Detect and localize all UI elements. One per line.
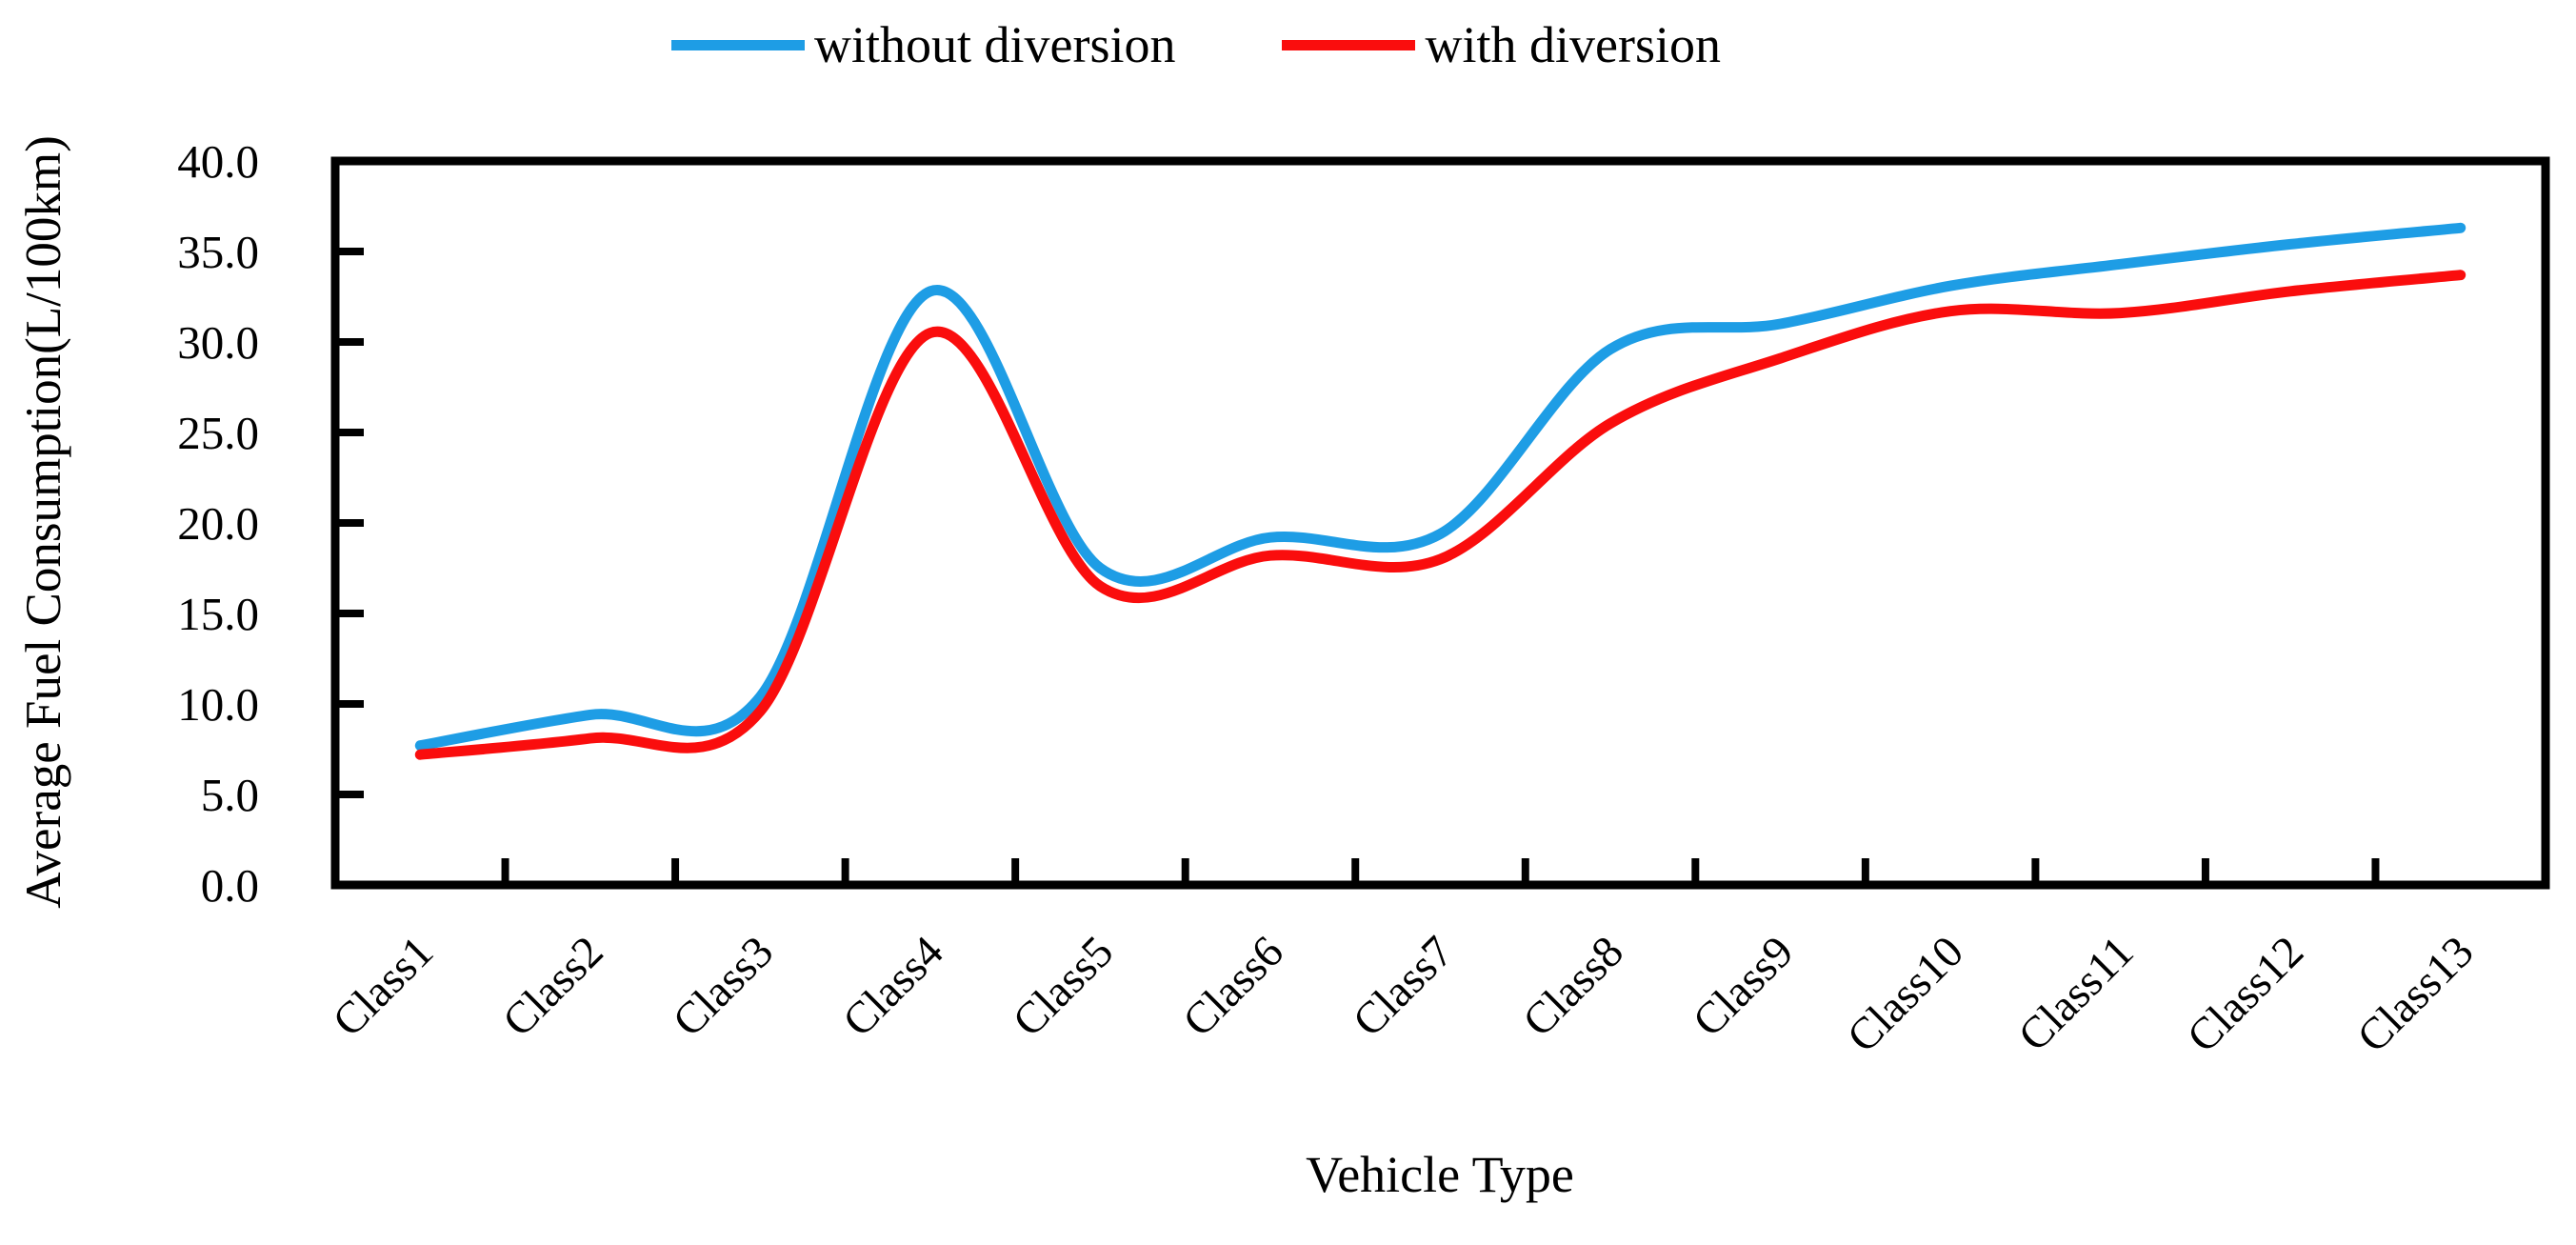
x-axis-tick bbox=[841, 858, 849, 881]
legend-line-swatch-red bbox=[1282, 39, 1416, 50]
x-axis-tick bbox=[2031, 858, 2040, 881]
y-axis-tick bbox=[339, 519, 364, 527]
y-tick-label: 15.0 bbox=[177, 588, 259, 640]
x-tick-label: Class7 bbox=[1344, 927, 1463, 1046]
x-tick-label: Class1 bbox=[324, 927, 443, 1046]
x-tick-label: Class4 bbox=[833, 927, 952, 1046]
y-tick-label: 35.0 bbox=[177, 226, 259, 278]
plot-border bbox=[330, 156, 2550, 890]
y-tick-label: 25.0 bbox=[177, 407, 259, 459]
y-axis-tick bbox=[339, 791, 364, 798]
legend-label: with diversion bbox=[1425, 16, 1721, 73]
x-tick-label: Class13 bbox=[2347, 927, 2483, 1062]
x-axis-tick bbox=[501, 858, 509, 881]
x-tick-label: Class6 bbox=[1173, 927, 1292, 1046]
y-tick-label: 20.0 bbox=[177, 497, 259, 550]
y-axis-tick bbox=[339, 429, 364, 436]
x-tick-label: Class12 bbox=[2178, 927, 2313, 1062]
x-axis-title: Vehicle Type bbox=[1306, 1146, 1574, 1203]
x-axis-tick bbox=[1521, 858, 1529, 881]
series-line-without-diversion bbox=[414, 222, 2466, 752]
x-tick-label: Class8 bbox=[1513, 927, 1632, 1046]
x-axis-tick bbox=[2371, 858, 2380, 881]
y-tick-label: 5.0 bbox=[201, 769, 259, 821]
y-axis-title: Average Fuel Consumption(L/100km) bbox=[16, 135, 71, 909]
x-axis-tick bbox=[1691, 858, 1700, 881]
series-line-with-diversion bbox=[414, 270, 2466, 760]
x-axis-tick bbox=[671, 858, 680, 881]
x-axis-tick bbox=[1861, 858, 1869, 881]
y-axis-tick bbox=[339, 248, 364, 255]
y-tick-label: 30.0 bbox=[177, 316, 259, 369]
x-tick-label: Class11 bbox=[2009, 927, 2144, 1061]
x-axis-tick bbox=[1351, 858, 1360, 881]
y-axis-tick bbox=[339, 338, 364, 346]
legend-item-with-diversion: with diversion bbox=[1282, 16, 1721, 73]
x-tick-label: Class2 bbox=[493, 927, 612, 1046]
x-axis-tick bbox=[1011, 858, 1020, 881]
x-tick-label: Class5 bbox=[1004, 927, 1123, 1046]
y-axis-tick bbox=[339, 700, 364, 708]
legend-item-without-diversion: without diversion bbox=[671, 19, 1175, 70]
chart-legend: without diversion with diversion bbox=[671, 8, 1721, 82]
y-tick-label: 40.0 bbox=[177, 135, 259, 188]
x-axis-tick bbox=[1181, 858, 1189, 881]
x-axis-tick bbox=[2201, 858, 2209, 881]
legend-label: without diversion bbox=[814, 16, 1176, 73]
y-tick-label: 0.0 bbox=[201, 859, 259, 912]
y-tick-label: 10.0 bbox=[177, 678, 259, 731]
x-tick-label: Class10 bbox=[1838, 927, 1973, 1062]
x-tick-label: Class9 bbox=[1684, 927, 1803, 1046]
legend-line-swatch-blue bbox=[671, 39, 805, 50]
y-axis-tick bbox=[339, 610, 364, 617]
x-tick-label: Class3 bbox=[664, 927, 783, 1046]
